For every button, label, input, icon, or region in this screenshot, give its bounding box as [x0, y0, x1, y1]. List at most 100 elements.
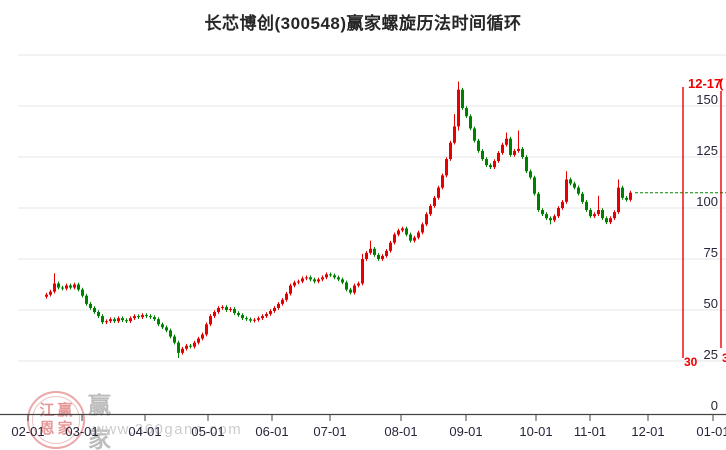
candle-body: [53, 283, 56, 292]
watermark-url-text: www.360gann.com: [93, 421, 243, 438]
candle-body: [101, 316, 104, 323]
candle-body: [497, 152, 500, 162]
candle-body: [385, 250, 388, 256]
candle-body: [353, 285, 356, 293]
candle-body: [513, 150, 516, 155]
candle-body: [297, 281, 300, 283]
candle-body: [77, 284, 80, 290]
candle-body: [481, 150, 484, 160]
candle-body: [545, 214, 548, 219]
candle-body: [61, 287, 64, 289]
candle-body: [233, 308, 236, 314]
candle-body: [465, 108, 468, 117]
chart-title: 长芯博创(300548)赢家螺旋历法时间循环: [204, 14, 522, 33]
candle-body: [137, 316, 140, 318]
candle-body: [301, 278, 304, 282]
y-axis-label: 75: [704, 245, 718, 260]
candle-body: [321, 277, 324, 280]
candle-body: [521, 148, 524, 157]
candle-body: [265, 314, 268, 317]
y-axis-label: 50: [704, 296, 718, 311]
candle-body: [525, 157, 528, 172]
candle-body: [153, 317, 156, 320]
cycle-price-label: 30: [684, 355, 698, 369]
candle-body: [269, 311, 272, 315]
candle-body: [529, 171, 532, 178]
candle-body: [205, 324, 208, 335]
candle-body: [57, 283, 60, 288]
candle-body: [313, 279, 316, 282]
watermark-brand-text: 赢家江恩软件: [88, 392, 113, 450]
watermark-logo-char: 恩: [39, 420, 55, 437]
candle-body: [289, 285, 292, 294]
candle-body: [393, 234, 396, 243]
candle-body: [477, 140, 480, 151]
candle-body: [561, 201, 564, 208]
candle-body: [425, 214, 428, 225]
x-axis-label: 08-01: [384, 424, 417, 439]
x-axis-label: 02-01: [11, 424, 44, 439]
cycle-date-label: 12-17: [688, 76, 722, 91]
candle-body: [45, 294, 48, 297]
candle-body: [517, 148, 520, 151]
candle-body: [65, 285, 68, 289]
candle-body: [401, 228, 404, 231]
candle-body: [613, 212, 616, 219]
candle-body: [461, 89, 464, 109]
candle-body: [441, 175, 444, 188]
x-axis-label: 11-01: [574, 424, 606, 439]
candle-body: [449, 142, 452, 160]
candle-body: [565, 179, 568, 202]
candle-body: [453, 126, 456, 143]
candle-body: [369, 248, 372, 253]
candle-body: [117, 318, 120, 322]
candle-body: [373, 248, 376, 255]
candle-body: [469, 116, 472, 129]
candle-body: [333, 275, 336, 278]
candle-body: [97, 312, 100, 317]
candle-body: [597, 210, 600, 215]
candle-body: [109, 319, 112, 322]
candle-body: [625, 197, 628, 200]
candle-body: [473, 128, 476, 141]
candle-body: [593, 214, 596, 217]
candle-body: [245, 318, 248, 320]
candle-body: [365, 252, 368, 259]
x-axis-label: 05-01: [191, 424, 224, 439]
candle-body: [341, 279, 344, 283]
y-axis-label: 150: [696, 92, 718, 107]
candle-body: [585, 201, 588, 211]
y-axis-label: 100: [696, 194, 718, 209]
candle-body: [337, 277, 340, 280]
candle-body: [609, 218, 612, 223]
y-axis-label: 125: [696, 143, 718, 158]
candle-body: [601, 210, 604, 219]
candle-body: [85, 295, 88, 304]
candle-body: [433, 197, 436, 206]
candle-body: [485, 159, 488, 166]
candle-body: [165, 327, 168, 331]
candle-body: [409, 234, 412, 241]
cycle-edge-partial-bottom: 3: [722, 351, 726, 365]
candle-body: [429, 205, 432, 215]
candle-body: [213, 312, 216, 317]
candle-body: [129, 318, 132, 322]
x-axis-label: 07-01: [313, 424, 346, 439]
candle-body: [621, 187, 624, 198]
candle-body: [125, 320, 128, 322]
candle-body: [261, 316, 264, 319]
candle-body: [549, 218, 552, 221]
candle-body: [361, 259, 364, 284]
candle-body: [277, 303, 280, 308]
candle-body: [121, 318, 124, 321]
candle-body: [629, 192, 632, 200]
candle-body: [73, 284, 76, 288]
candle-body: [541, 210, 544, 215]
candle-body: [285, 293, 288, 300]
candle-body: [533, 177, 536, 194]
candle-body: [229, 308, 232, 310]
candle-body: [201, 334, 204, 339]
candle-body: [537, 193, 540, 211]
candle-body: [93, 307, 96, 313]
